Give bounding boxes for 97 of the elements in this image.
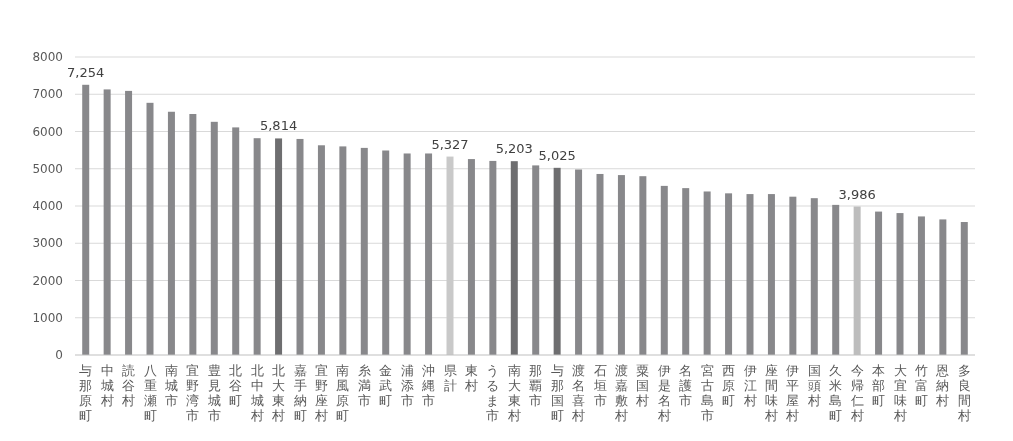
x-tick-label: 粟国村 [635, 363, 650, 408]
bar [917, 216, 925, 355]
bar [575, 169, 583, 355]
bar [103, 89, 111, 355]
x-tick-label: 県計 [443, 363, 457, 393]
bar [767, 194, 775, 355]
data-label: 7,254 [67, 64, 105, 80]
bar [660, 185, 668, 355]
x-tick-label: 東村 [463, 363, 478, 393]
y-tick-label: 8000 [32, 50, 63, 64]
x-tick-label: 本部町 [872, 363, 886, 408]
x-tick-label: 与那原町 [79, 363, 93, 423]
x-tick-label: 豊見城市 [206, 363, 221, 423]
data-label: 3,986 [838, 186, 876, 202]
y-tick-label: 6000 [32, 124, 63, 139]
bar [189, 113, 197, 355]
x-tick-label: 竹富町 [914, 363, 928, 408]
x-tick-label: 糸満市 [357, 363, 371, 408]
y-tick-label: 3000 [32, 236, 63, 251]
x-tick-label: 八重瀬町 [143, 363, 157, 423]
x-tick-label: 沖縄市 [421, 363, 436, 408]
bar [425, 153, 433, 355]
bar [939, 219, 947, 355]
x-tick-label: 今帰仁村 [849, 363, 864, 423]
bar [125, 90, 133, 355]
x-tick-label: 金武町 [379, 363, 393, 408]
x-tick-label: 与那国町 [550, 363, 564, 423]
y-tick-label: 0 [55, 348, 63, 362]
data-label: 5,203 [495, 141, 533, 157]
bar [296, 138, 304, 355]
bar [725, 193, 733, 355]
x-tick-label: 浦添市 [400, 363, 414, 408]
bar [167, 111, 175, 355]
bar [146, 102, 154, 355]
bar [275, 138, 283, 355]
bar [682, 188, 690, 355]
bar [489, 160, 497, 355]
bar [746, 194, 754, 355]
x-tick-label: 名護市 [679, 363, 693, 408]
data-label: 5,327 [431, 136, 469, 152]
bar [360, 147, 368, 355]
x-tick-label: 嘉手納町 [293, 363, 307, 423]
x-tick-label: 伊江村 [742, 363, 757, 408]
x-tick-label: 伊是名村 [656, 363, 671, 423]
bar [510, 161, 518, 355]
bar [896, 213, 904, 355]
bar [532, 165, 540, 355]
bar [596, 173, 604, 355]
bar [317, 145, 325, 355]
x-tick-label: 北大東村 [271, 363, 286, 423]
bar [467, 159, 475, 355]
bar [403, 153, 411, 355]
x-tick-label: 大宜味村 [892, 363, 907, 423]
x-tick-label: 恩納村 [935, 363, 950, 408]
x-tick-label: 那覇市 [529, 363, 543, 408]
bar [875, 211, 883, 355]
data-label: 5,814 [259, 118, 298, 134]
bar [960, 222, 968, 355]
x-tick-label: 北谷町 [229, 363, 243, 408]
x-tick-label: 南城市 [163, 363, 178, 408]
x-tick-label: 座間味村 [763, 363, 778, 423]
bar [789, 196, 797, 355]
bar [210, 121, 218, 355]
x-tick-label: 中城村 [99, 363, 114, 408]
x-tick-label: 宜野座村 [313, 363, 328, 423]
x-tick-label: 久米島町 [829, 363, 843, 423]
data-label: 5,025 [538, 147, 576, 163]
x-tick-label: 北中城村 [249, 363, 264, 423]
x-tick-label: 読谷村 [121, 363, 136, 408]
x-tick-label: 渡名喜村 [571, 363, 586, 423]
x-tick-label: 渡嘉敷村 [613, 363, 628, 423]
x-tick-label: 石垣市 [592, 363, 607, 408]
bar [232, 127, 240, 355]
x-tick-label: 西原町 [722, 363, 736, 408]
x-tick-label: 宜野湾市 [186, 363, 200, 423]
x-tick-label: うるま市 [486, 363, 500, 423]
y-tick-label: 1000 [32, 310, 63, 325]
bar [810, 198, 818, 355]
x-tick-label: 南大東村 [506, 363, 521, 423]
bar [339, 146, 347, 355]
y-tick-label: 5000 [32, 161, 63, 176]
bar [253, 138, 261, 355]
x-tick-label: 宮古島市 [700, 363, 714, 423]
y-tick-label: 4000 [32, 199, 63, 213]
x-tick-label: 南風原町 [336, 363, 350, 423]
x-tick-label: 多良間村 [956, 363, 971, 423]
bar [553, 167, 561, 355]
y-tick-label: 2000 [32, 273, 63, 288]
y-tick-label: 7000 [32, 87, 63, 102]
bar [639, 176, 647, 355]
x-tick-label: 国頭村 [806, 363, 821, 408]
bar [617, 175, 625, 355]
x-tick-label: 伊平屋村 [785, 363, 800, 423]
bar [832, 204, 840, 355]
bar [82, 84, 90, 355]
bar [703, 191, 711, 355]
bar [382, 150, 390, 355]
